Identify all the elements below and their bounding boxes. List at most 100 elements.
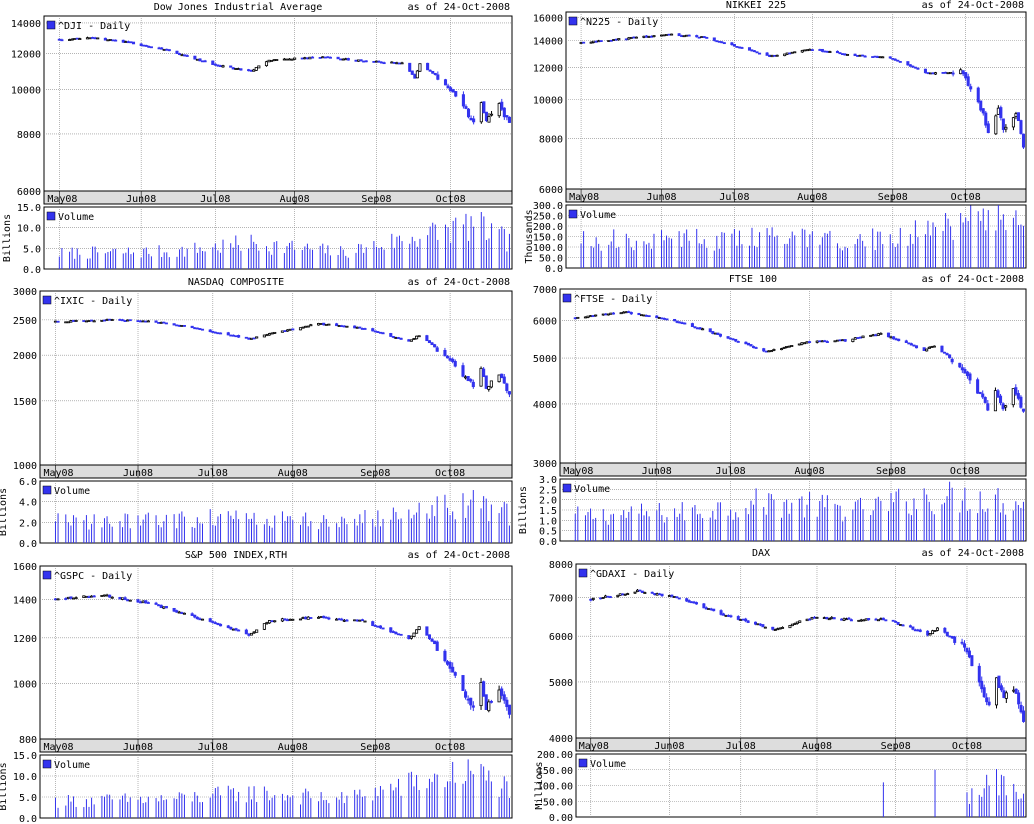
candle-body — [840, 53, 845, 55]
candle-body — [147, 46, 151, 48]
candle-body — [237, 629, 241, 632]
candle-body — [304, 325, 308, 328]
candle-body — [878, 56, 882, 59]
candle-body — [69, 320, 73, 323]
candle-body — [247, 69, 251, 72]
month-tick-label: Aug08 — [278, 742, 308, 753]
volume-legend-swatch — [568, 209, 578, 219]
candle-body — [216, 64, 220, 67]
candle-body — [417, 626, 421, 630]
candle-body — [267, 333, 272, 336]
candle-body — [164, 605, 168, 609]
candle-body — [876, 333, 880, 336]
candle-body — [864, 618, 868, 621]
candle-body — [74, 597, 78, 600]
candle-body — [690, 601, 694, 604]
candle-body — [606, 313, 610, 316]
candle-body — [82, 320, 86, 322]
candle-body — [213, 331, 217, 334]
candle-body — [392, 62, 396, 64]
candle-body — [298, 618, 303, 621]
candle-body — [118, 596, 122, 600]
price-tick-label: 8000 — [549, 560, 573, 571]
volume-axis-label: Billions — [0, 488, 9, 536]
candle-body — [445, 356, 450, 359]
volume-tick-label: 200.00 — [537, 750, 573, 761]
candle-body — [190, 325, 194, 329]
candle-body — [505, 115, 509, 118]
candle-body — [198, 328, 202, 330]
candle-body — [229, 626, 233, 630]
candle-body — [715, 40, 719, 43]
candle-body — [73, 38, 77, 40]
candle-body — [472, 118, 476, 123]
as-of-date: as of 24-Oct-2008 — [922, 548, 1024, 559]
candle-body — [154, 320, 158, 323]
candle-body — [876, 56, 880, 59]
candle-body — [798, 620, 802, 623]
candle-body — [399, 633, 403, 636]
month-strip — [43, 190, 513, 205]
candle-body — [376, 625, 380, 628]
candle-body — [604, 595, 608, 598]
candle-body — [755, 51, 759, 54]
candle-body — [785, 346, 789, 348]
candle-body — [482, 681, 486, 697]
candle-body — [911, 65, 915, 68]
candle-body — [931, 630, 935, 635]
candle-body — [93, 37, 97, 40]
candle-body — [120, 319, 125, 322]
candle-body — [778, 627, 782, 630]
candle-body — [160, 47, 164, 50]
candle-body — [965, 647, 969, 653]
candle-body — [305, 57, 309, 60]
candle-body — [201, 60, 205, 63]
candle-body — [507, 391, 511, 395]
candle-body — [907, 342, 911, 345]
month-tick-label: Jul08 — [726, 741, 756, 752]
candle-body — [270, 620, 274, 623]
candle-body — [776, 628, 780, 631]
candle-body — [901, 624, 905, 627]
candle-body — [175, 610, 179, 613]
candle-body — [787, 345, 791, 348]
candle-body — [371, 621, 375, 626]
candle-body — [254, 67, 258, 71]
price-tick-label: 800 — [19, 735, 37, 746]
candle-body — [601, 597, 605, 599]
month-tick-label: Oct08 — [951, 192, 981, 203]
candle-body — [986, 403, 990, 411]
candle-body — [469, 697, 473, 706]
candle-body — [389, 333, 393, 337]
price-plot-frame — [559, 288, 1027, 464]
candle-body — [502, 107, 506, 118]
volume-tick-label: 50.0 — [539, 254, 563, 265]
volume-tick-label: 0.5 — [539, 527, 557, 538]
candle-body — [236, 68, 240, 70]
candle-body — [856, 55, 860, 57]
candle-body — [355, 619, 359, 622]
candle-body — [818, 340, 822, 343]
candle-body — [913, 66, 917, 69]
price-plot-frame — [575, 563, 1027, 739]
chart-title: NIKKEI 225 — [726, 0, 786, 11]
candle-body — [861, 335, 865, 339]
candle-body — [772, 349, 776, 351]
candle-body — [926, 72, 930, 74]
candle-body — [965, 371, 969, 377]
candle-body — [255, 336, 259, 339]
candle-body — [1019, 704, 1023, 713]
candle-body — [709, 608, 713, 611]
price-tick-label: 10000 — [11, 86, 41, 97]
candle-body — [655, 593, 659, 596]
price-tick-label: 8000 — [17, 130, 41, 141]
month-tick-label: Sep08 — [878, 192, 908, 203]
candle-body — [662, 34, 666, 37]
candle-body — [342, 325, 346, 328]
candle-body — [120, 597, 125, 600]
month-strip — [565, 188, 1027, 203]
candle-body — [479, 682, 483, 707]
candle-body — [841, 339, 845, 342]
candle-body — [417, 335, 421, 338]
candle-body — [380, 61, 384, 64]
